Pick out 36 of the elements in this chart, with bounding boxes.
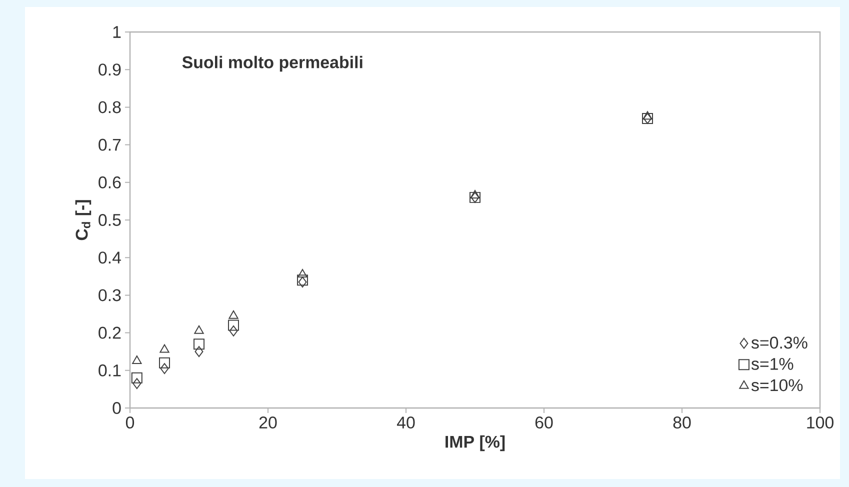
x-axis-title: IMP [%] <box>446 435 505 452</box>
point <box>131 372 142 384</box>
y-tick-label: 0.1 <box>98 364 121 376</box>
x-tick-label: 0 <box>126 416 134 429</box>
point <box>298 269 308 278</box>
legend-label: s=1% <box>751 358 794 370</box>
point <box>194 346 204 358</box>
point <box>229 325 238 336</box>
point <box>159 357 170 368</box>
point <box>194 325 204 334</box>
y-tick-label: 0.6 <box>98 176 121 188</box>
point <box>132 378 142 390</box>
point <box>160 363 169 374</box>
x-tick-label: 80 <box>673 416 691 429</box>
legend-label: s=10% <box>751 379 803 392</box>
legend-label: s=0.3% <box>751 336 808 349</box>
text: Suoli molto permeabili <box>182 56 362 72</box>
y-tick-label: 1 <box>113 26 121 38</box>
y-tick-label: 0.8 <box>98 101 121 114</box>
y-tick-label: 0.2 <box>98 326 121 339</box>
y-tick-label: 0.7 <box>98 138 121 151</box>
point <box>132 356 142 364</box>
y-tick-label: 0.5 <box>98 214 121 226</box>
x-tick-label: 60 <box>535 416 553 429</box>
x-tick-label: 100 <box>807 416 834 429</box>
point <box>228 320 240 331</box>
y-tick-label: 0.3 <box>98 289 121 302</box>
x-tick-label: 20 <box>259 416 277 429</box>
y-axis-title: C$_{d}$ [-] <box>75 200 92 240</box>
y-tick-label: 0.9 <box>98 64 121 76</box>
point <box>160 344 170 353</box>
y-tick-label: 0.4 <box>98 252 121 264</box>
point <box>194 338 204 350</box>
y-tick-label: 0 <box>112 402 121 414</box>
point <box>228 310 238 319</box>
x-tick-label: 40 <box>396 416 415 429</box>
